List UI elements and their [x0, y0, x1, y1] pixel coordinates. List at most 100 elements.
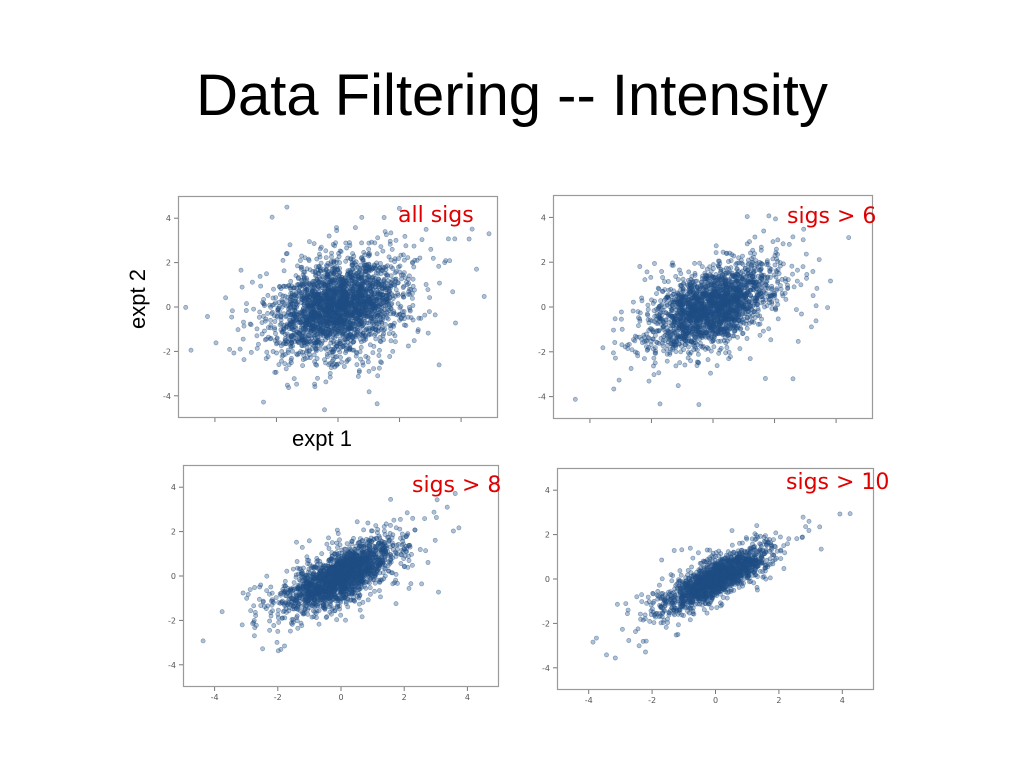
data-point [403, 243, 409, 249]
data-point [332, 265, 338, 271]
data-point [339, 309, 345, 315]
data-point [716, 313, 722, 319]
data-point [317, 302, 323, 307]
data-point [400, 285, 406, 290]
y-tick-label: 0 [541, 303, 546, 312]
data-point [386, 308, 392, 313]
data-point [286, 283, 292, 289]
data-point [323, 275, 329, 280]
data-point [714, 363, 720, 369]
data-point [300, 338, 306, 344]
data-point [723, 265, 729, 271]
data-point [366, 274, 372, 280]
data-point [368, 331, 374, 337]
data-point [386, 298, 391, 304]
data-point [813, 303, 819, 309]
data-point [355, 290, 361, 295]
data-point [301, 269, 307, 275]
x-tick-label: -4 [211, 693, 219, 702]
data-point [387, 241, 393, 247]
data-point [657, 401, 663, 407]
data-point [752, 234, 758, 240]
data-point [230, 308, 235, 314]
data-point [697, 286, 703, 292]
data-point [663, 296, 668, 302]
data-point [322, 345, 328, 351]
data-point [447, 258, 453, 264]
data-point [334, 304, 340, 310]
data-point [704, 283, 710, 289]
data-point [328, 340, 334, 346]
data-point [405, 255, 411, 260]
data-point [775, 302, 781, 307]
data-point [264, 271, 269, 277]
data-point [333, 293, 338, 298]
data-point [291, 312, 297, 318]
data-point [675, 305, 681, 311]
data-point [773, 246, 779, 252]
data-point [395, 301, 401, 307]
data-point [205, 314, 210, 319]
data-point [744, 214, 750, 219]
data-point [668, 346, 674, 352]
y-tick-label: 4 [541, 213, 546, 222]
data-point [318, 346, 324, 352]
data-point [372, 240, 378, 246]
data-point [669, 303, 675, 309]
data-point [369, 283, 375, 289]
x-tick-label: 0 [338, 693, 343, 702]
data-point [295, 329, 301, 335]
data-point [411, 264, 417, 270]
data-point [290, 294, 296, 300]
data-point [699, 264, 705, 269]
data-point [728, 279, 734, 285]
data-point [411, 287, 417, 293]
data-point [694, 342, 700, 348]
data-point [649, 297, 654, 303]
data-point [357, 311, 363, 317]
data-point [330, 310, 336, 315]
data-point [354, 362, 360, 367]
data-point [323, 360, 328, 366]
data-point [327, 374, 333, 380]
data-point [410, 276, 416, 282]
data-point [728, 265, 734, 271]
data-point [657, 303, 662, 309]
data-point [704, 266, 710, 272]
data-point [378, 271, 384, 277]
data-point [329, 329, 335, 335]
data-point [717, 270, 723, 275]
data-point [317, 313, 322, 319]
data-point [416, 315, 422, 321]
data-point [400, 294, 406, 300]
data-point [775, 259, 780, 264]
data-point [410, 317, 416, 323]
data-point [641, 335, 647, 340]
data-point [337, 320, 343, 325]
data-point [352, 265, 358, 271]
data-point [619, 316, 624, 322]
data-point [316, 251, 322, 257]
data-point [344, 283, 350, 288]
data-point [794, 278, 800, 284]
data-point [740, 261, 746, 267]
data-point [370, 326, 376, 332]
data-point [358, 344, 364, 350]
data-point [654, 320, 659, 326]
data-point [257, 274, 263, 279]
data-point [313, 290, 318, 295]
data-point [775, 237, 781, 243]
data-point [223, 295, 228, 301]
data-point [355, 373, 361, 379]
data-point [392, 256, 398, 262]
data-point [378, 244, 384, 249]
data-point [376, 365, 382, 371]
data-point [322, 328, 328, 334]
data-point [324, 307, 330, 313]
data-point [744, 325, 750, 331]
data-point [361, 250, 367, 255]
data-point [312, 311, 318, 317]
data-point [669, 314, 674, 319]
data-point [371, 291, 377, 297]
data-point [238, 267, 244, 273]
